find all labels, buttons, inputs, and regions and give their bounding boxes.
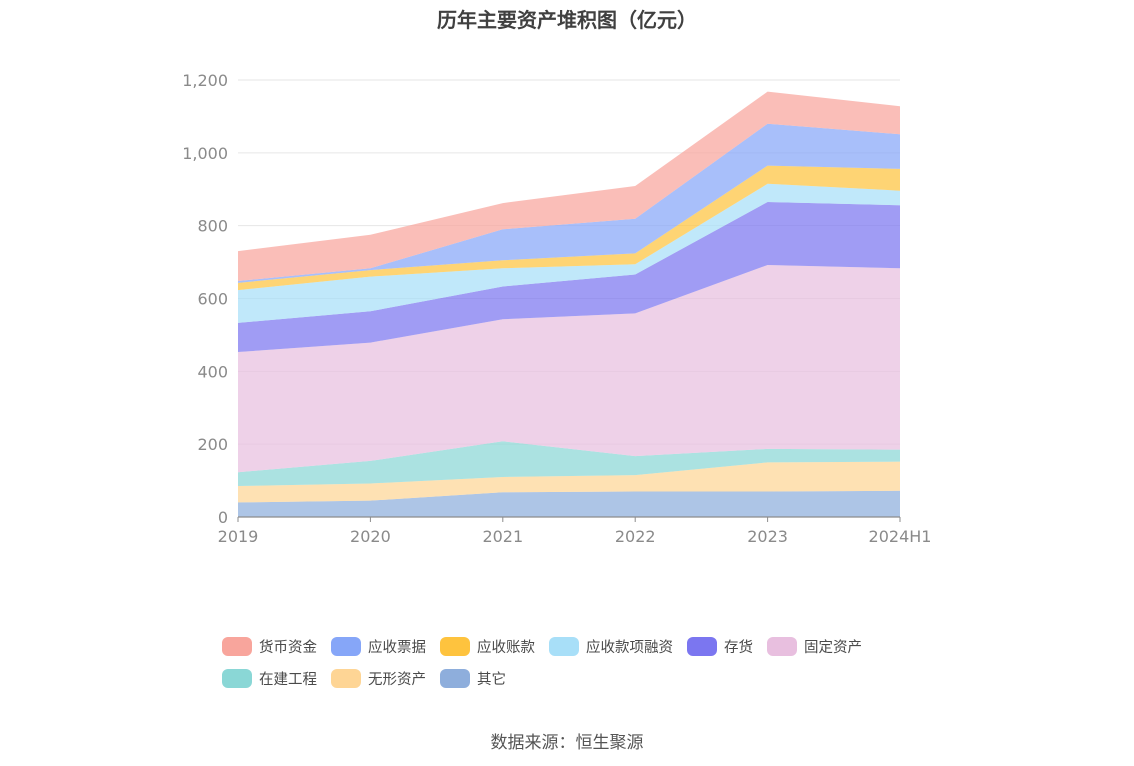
y-tick-label: 1,200 <box>182 71 228 90</box>
stacked-area-chart: 0 200 400 600 800 1,000 1,200 2019 2020 2021 2022… <box>182 71 932 546</box>
area-固定资产 <box>238 264 900 473</box>
legend-label: 存货 <box>724 639 753 656</box>
legend-swatch <box>549 636 579 656</box>
area-应收款项融资 <box>238 183 900 323</box>
x-tick-label: 2019 <box>218 527 259 546</box>
legend-label: 应收款项融资 <box>586 639 673 656</box>
y-tick-label: 400 <box>197 362 228 381</box>
area-series <box>238 91 900 517</box>
y-axis: 0 200 400 600 800 1,000 1,200 <box>182 71 228 527</box>
legend-swatch <box>440 668 470 688</box>
legend-item[interactable]: 固定资产 <box>767 630 862 662</box>
legend-item[interactable]: 其它 <box>440 662 506 694</box>
legend-item[interactable]: 应收账款 <box>440 630 535 662</box>
source-note: 数据来源：恒生聚源 <box>490 733 644 753</box>
legend-swatch <box>222 668 252 688</box>
area-应收账款 <box>238 165 900 291</box>
legend-item[interactable]: 在建工程 <box>222 662 317 694</box>
legend-label: 固定资产 <box>804 639 862 656</box>
legend: 货币资金 应收票据 应收账款 应收款项融资 存货 固定资产在建工程 无形资产 其它 <box>222 630 942 694</box>
area-在建工程 <box>238 441 900 487</box>
legend-swatch <box>440 636 470 656</box>
y-tick-label: 800 <box>197 217 228 236</box>
y-tick-label: 200 <box>197 435 228 454</box>
legend-item[interactable]: 应收票据 <box>331 630 426 662</box>
area-货币资金 <box>238 91 900 282</box>
legend-item[interactable]: 应收款项融资 <box>549 630 673 662</box>
legend-label: 货币资金 <box>259 639 317 656</box>
legend-swatch <box>767 636 797 656</box>
area-其它 <box>238 490 900 517</box>
legend-swatch <box>687 636 717 656</box>
chart-title: 历年主要资产堆积图（亿元） <box>437 8 697 32</box>
legend-item[interactable]: 无形资产 <box>331 662 426 694</box>
legend-label: 无形资产 <box>368 671 426 688</box>
legend-label: 应收票据 <box>368 639 426 656</box>
legend-label: 在建工程 <box>259 671 317 688</box>
area-无形资产 <box>238 461 900 503</box>
x-tick-label: 2024H1 <box>869 527 932 546</box>
x-tick-label: 2022 <box>615 527 656 546</box>
x-tick-label: 2020 <box>350 527 391 546</box>
x-tick-label: 2023 <box>747 527 788 546</box>
y-tick-label: 600 <box>197 290 228 309</box>
legend-swatch <box>331 636 361 656</box>
legend-swatch <box>222 636 252 656</box>
legend-label: 其它 <box>477 671 506 688</box>
y-tick-label: 0 <box>218 508 228 527</box>
y-tick-label: 1,000 <box>182 144 228 163</box>
x-axis: 2019 2020 2021 2022 2023 2024H1 <box>218 516 932 546</box>
area-存货 <box>238 201 900 353</box>
legend-swatch <box>331 668 361 688</box>
legend-item[interactable]: 存货 <box>687 630 753 662</box>
x-tick-label: 2021 <box>482 527 523 546</box>
area-应收票据 <box>238 123 900 283</box>
legend-item[interactable]: 货币资金 <box>222 630 317 662</box>
legend-label: 应收账款 <box>477 639 535 656</box>
